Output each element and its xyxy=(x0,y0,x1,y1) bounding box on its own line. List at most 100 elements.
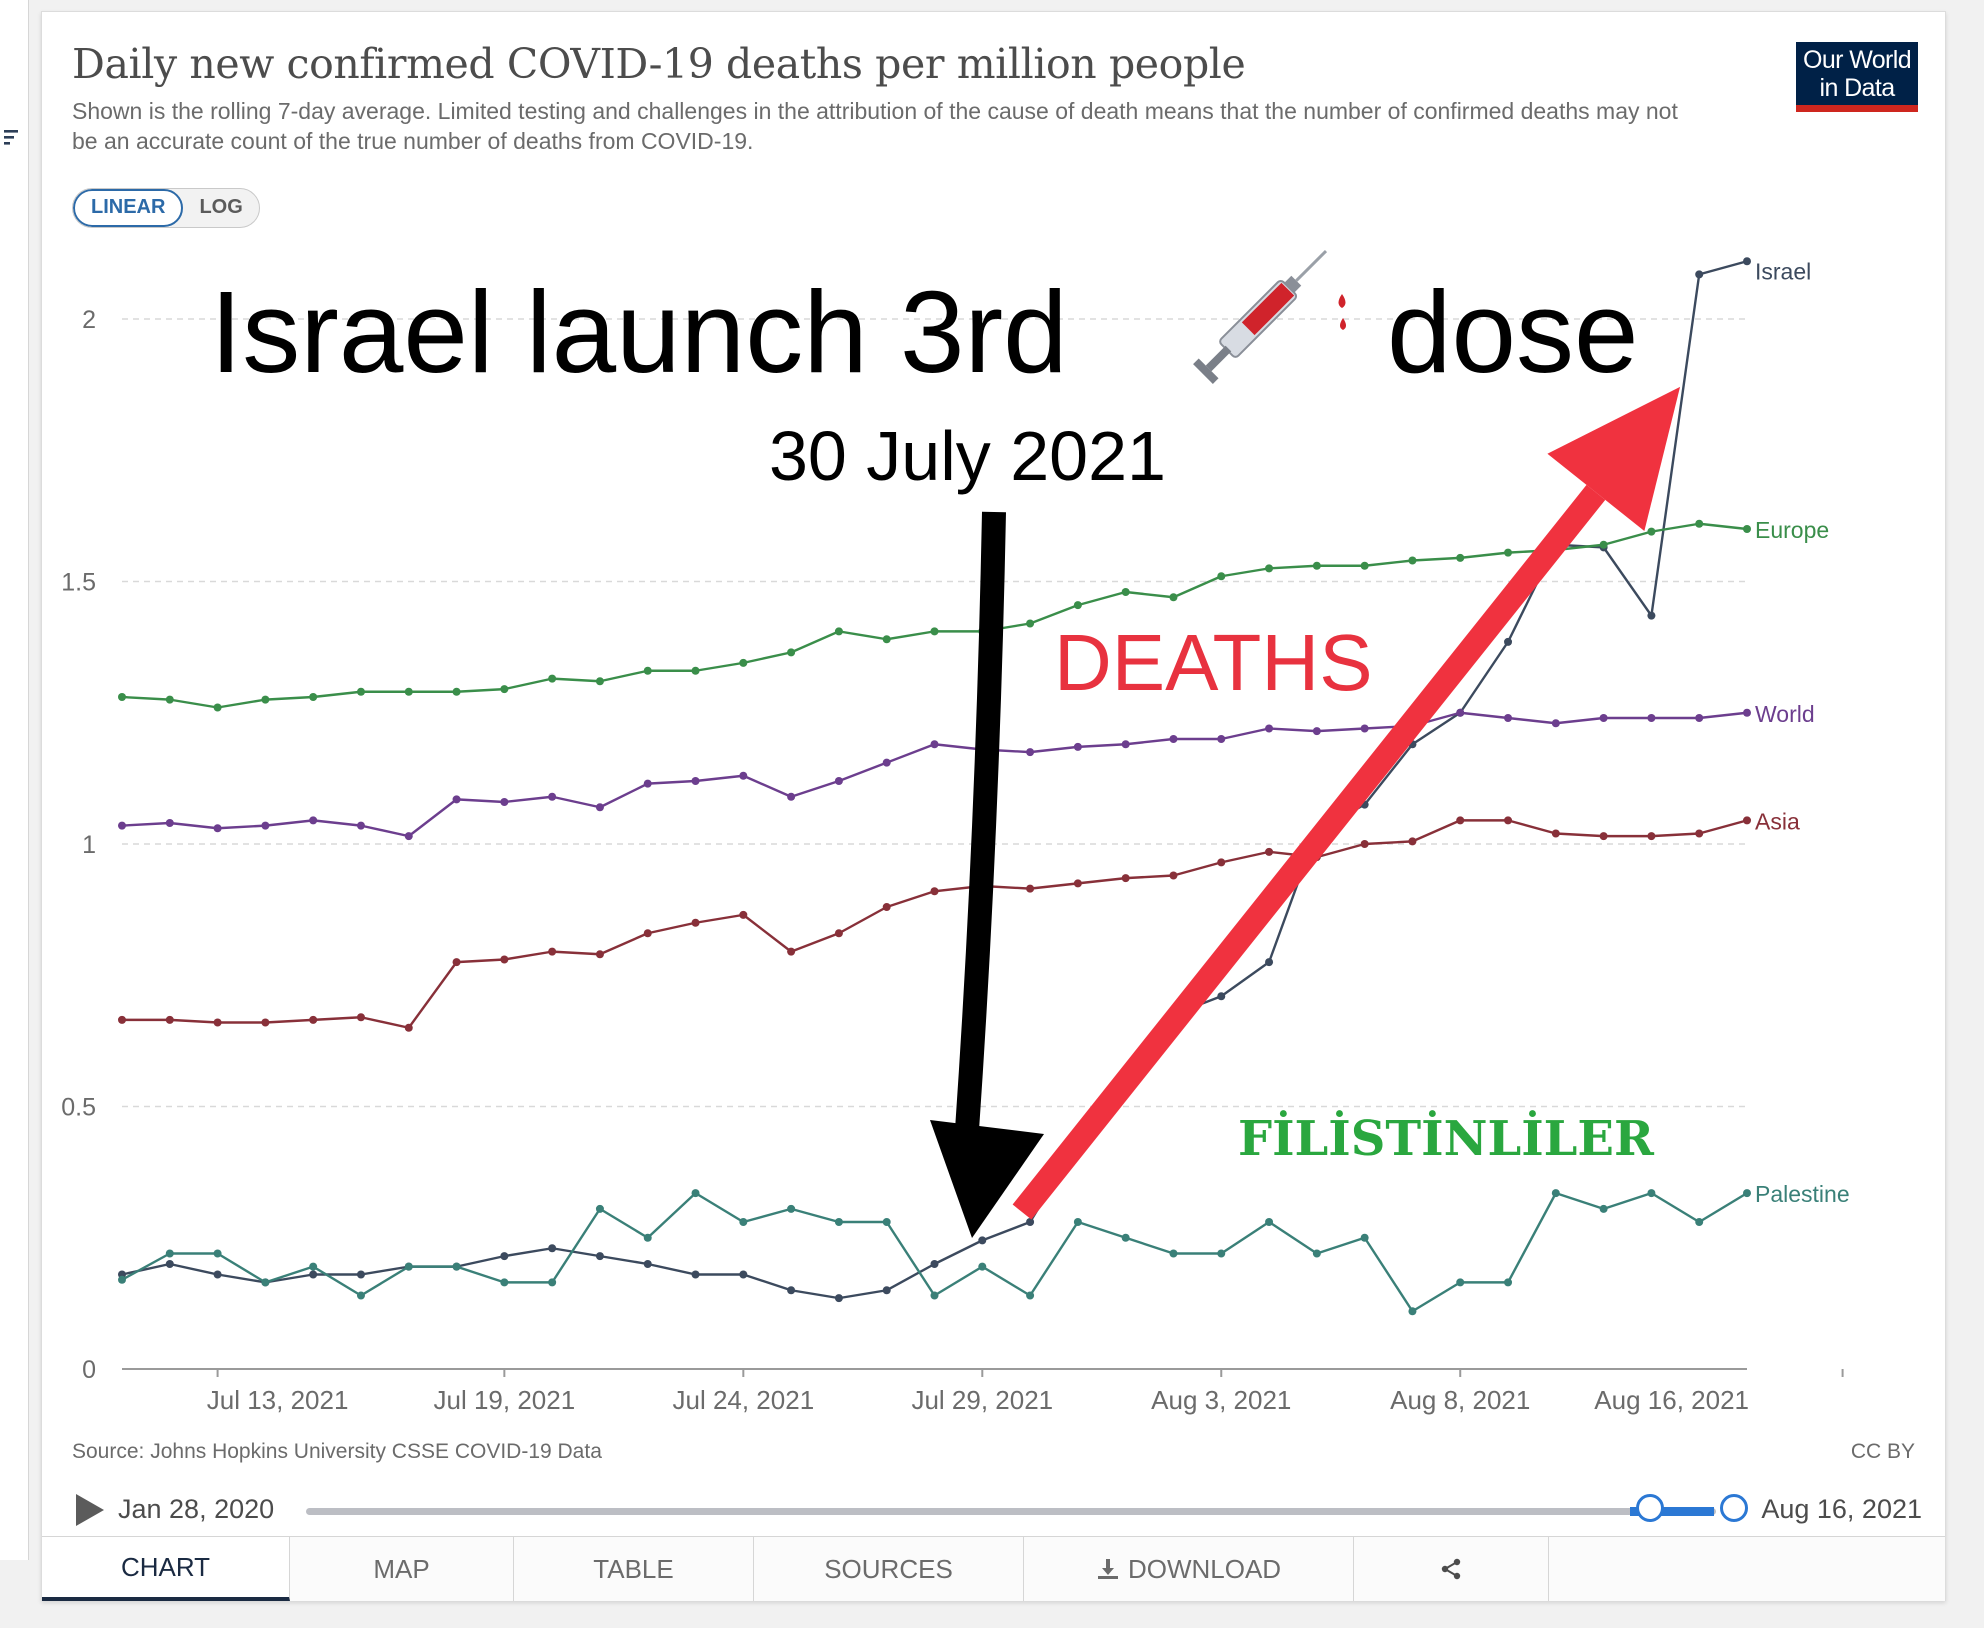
data-point-world xyxy=(165,819,174,827)
data-point-europe xyxy=(787,648,796,657)
data-point-europe xyxy=(1217,572,1226,581)
data-point-world xyxy=(1312,727,1321,736)
data-point-world xyxy=(1599,714,1608,722)
log-scale-button[interactable]: LOG xyxy=(199,196,243,218)
data-point-palestine xyxy=(1456,1278,1465,1287)
data-point-world xyxy=(691,777,700,785)
y-tick-label: 0.5 xyxy=(61,1094,96,1122)
data-point-palestine xyxy=(1312,1249,1321,1258)
data-point-asia xyxy=(1408,837,1417,846)
data-point-world xyxy=(404,832,413,841)
data-point-asia xyxy=(1073,879,1082,888)
download-icon xyxy=(1097,1559,1118,1579)
data-point-europe xyxy=(691,666,700,675)
data-point-europe xyxy=(1073,601,1082,610)
data-point-europe xyxy=(261,695,270,704)
tab-download-label: DOWNLOAD xyxy=(1127,1553,1282,1584)
y-tick-label: 1 xyxy=(82,831,96,859)
data-point-palestine xyxy=(1599,1204,1608,1213)
filter-list-icon[interactable] xyxy=(2,126,20,150)
data-point-europe xyxy=(1695,519,1704,528)
data-point-world xyxy=(1265,724,1274,733)
chart-subtitle: Shown is the rolling 7-day average. Limi… xyxy=(72,98,1678,154)
data-point-asia xyxy=(930,887,939,896)
data-point-asia xyxy=(261,1018,270,1027)
data-point-asia xyxy=(1360,840,1369,848)
data-point-asia xyxy=(548,947,557,956)
data-point-world xyxy=(118,821,126,830)
data-point-asia xyxy=(1121,874,1130,883)
data-point-europe xyxy=(595,677,604,686)
data-point-palestine xyxy=(309,1262,318,1271)
data-point-israel xyxy=(739,1270,748,1279)
grid-layer xyxy=(122,318,1747,1108)
data-point-asia xyxy=(1599,832,1608,841)
data-point-world xyxy=(1121,740,1130,749)
data-point-palestine xyxy=(1647,1189,1656,1198)
tab-map[interactable]: MAP xyxy=(290,1537,514,1601)
data-point-world xyxy=(1695,714,1704,722)
data-point-europe xyxy=(548,674,557,683)
data-point-europe xyxy=(1599,540,1608,549)
red-arrow-shaft xyxy=(1012,484,1606,1220)
data-point-europe xyxy=(356,687,365,696)
timeline-track[interactable] xyxy=(306,1508,1716,1515)
data-point-israel xyxy=(882,1286,891,1295)
data-point-palestine xyxy=(978,1262,987,1271)
tab-table[interactable]: TABLE xyxy=(514,1537,754,1601)
y-tick-label: 2 xyxy=(82,306,96,334)
timeline-start-handle[interactable] xyxy=(1636,1494,1664,1522)
x-tick-label: Aug 8, 2021 xyxy=(1390,1385,1530,1415)
data-point-world xyxy=(1217,735,1226,743)
data-point-asia xyxy=(787,947,796,956)
syringe-liquid xyxy=(1241,282,1295,336)
data-point-asia xyxy=(1026,884,1035,893)
timeline-end-handle[interactable] xyxy=(1720,1494,1748,1522)
tab-sources[interactable]: SOURCES xyxy=(754,1537,1024,1601)
data-point-world xyxy=(309,816,318,825)
red-arrow-head xyxy=(1547,386,1681,532)
data-point-israel xyxy=(834,1294,843,1303)
data-point-world xyxy=(930,740,939,749)
series-label-palestine: Palestine xyxy=(1755,1181,1850,1207)
x-tick-label: Aug 3, 2021 xyxy=(1151,1385,1291,1415)
data-point-palestine xyxy=(118,1275,126,1284)
data-point-asia xyxy=(452,958,461,967)
logo-line-1: Our World xyxy=(1802,46,1912,74)
linear-scale-button[interactable]: LINEAR xyxy=(73,189,184,227)
series-line-world xyxy=(121,711,1748,838)
data-point-europe xyxy=(739,658,748,667)
owid-logo[interactable]: Our World in Data xyxy=(1796,42,1918,112)
tab-chart[interactable]: CHART xyxy=(42,1537,290,1601)
tab-share[interactable] xyxy=(1354,1537,1549,1601)
data-point-world xyxy=(356,821,365,830)
series-label-asia: Asia xyxy=(1755,808,1800,834)
tab-download[interactable]: DOWNLOAD xyxy=(1024,1537,1354,1601)
data-point-palestine xyxy=(356,1291,365,1300)
data-point-europe xyxy=(1026,619,1035,628)
data-point-europe xyxy=(1647,527,1656,536)
data-point-palestine xyxy=(548,1278,557,1287)
data-point-palestine xyxy=(1073,1218,1082,1226)
data-point-israel xyxy=(1647,611,1656,620)
data-point-europe xyxy=(643,666,652,675)
data-point-europe xyxy=(1743,525,1751,533)
date-note: 30 July 2021 xyxy=(769,417,1166,495)
license-link[interactable]: CC BY xyxy=(1850,1440,1915,1463)
data-point-asia xyxy=(1504,816,1513,825)
data-point-europe xyxy=(165,695,174,704)
data-point-palestine xyxy=(882,1218,891,1226)
play-icon[interactable] xyxy=(76,1494,104,1526)
y-tick-label: 1.5 xyxy=(61,569,96,597)
data-point-israel xyxy=(787,1286,796,1295)
data-point-israel xyxy=(548,1244,557,1253)
axis-layer: 0 0.5 1 1.5 2 Jul 13, 2021 Jul 19, 2021 Jul 24,… xyxy=(61,306,1844,1415)
data-point-europe xyxy=(1408,556,1417,565)
data-point-palestine xyxy=(1551,1189,1560,1198)
syringe-hub xyxy=(1284,275,1302,293)
line-chart: 0 0.5 1 1.5 2 Jul 13, 2021 Jul 19, 2021 Jul 24,… xyxy=(61,249,1850,1415)
data-point-palestine xyxy=(500,1278,509,1287)
logo-line-2: in Data xyxy=(1819,74,1895,102)
data-point-palestine xyxy=(1360,1233,1369,1242)
data-point-world xyxy=(1647,714,1656,722)
